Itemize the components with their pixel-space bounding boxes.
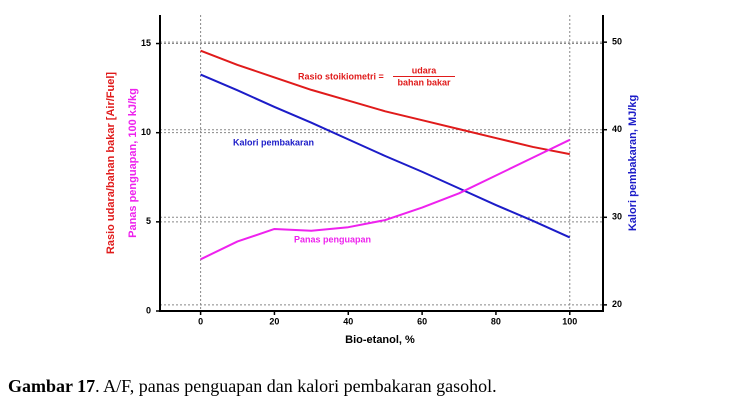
series-label: Panas penguapan <box>294 234 371 244</box>
chart: Bio-etanol, % Rasio udara/bahan bakar [A… <box>105 15 639 346</box>
y-axis-label: Rasio udara/bahan bakar [Air/Fuel] <box>105 72 117 254</box>
y2-tick-label: 20 <box>612 299 622 309</box>
line-series <box>200 49 570 156</box>
caption-label: Gambar 17 <box>8 376 96 396</box>
annotation: Rasio stoikiometri = <box>298 71 384 81</box>
caption: Gambar 17. A/F, panas penguapan dan kalo… <box>8 376 497 397</box>
y-tick-label: 5 <box>146 216 151 226</box>
x-tick-label: 80 <box>491 316 501 326</box>
line-series <box>200 138 571 261</box>
caption-text: . A/F, panas penguapan dan kalori pembak… <box>95 376 497 396</box>
x-axis-label: Bio-etanol, % <box>345 334 415 346</box>
x-tick-label: 0 <box>198 316 203 326</box>
x-tick-label: 60 <box>417 316 427 326</box>
y2-tick-label: 40 <box>612 124 622 134</box>
x-tick-label: 40 <box>343 316 353 326</box>
y-axis-label: Panas penguapan, 100 kJ/kg <box>127 88 139 238</box>
x-tick-label: 100 <box>562 316 577 326</box>
series-label: Kalori pembakaran <box>233 137 314 147</box>
annotation: bahan bakar <box>397 77 451 87</box>
y2-axis-label: Kalori pembakaran, MJ/kg <box>627 95 639 231</box>
y2-tick-label: 50 <box>612 37 622 47</box>
x-tick-label: 20 <box>269 316 279 326</box>
y2-tick-label: 30 <box>612 212 622 222</box>
line-series <box>200 73 571 239</box>
y-tick-label: 15 <box>141 38 151 48</box>
y-tick-label: 10 <box>141 127 151 137</box>
annotation: udara <box>412 65 438 75</box>
y-tick-label: 0 <box>146 305 151 315</box>
